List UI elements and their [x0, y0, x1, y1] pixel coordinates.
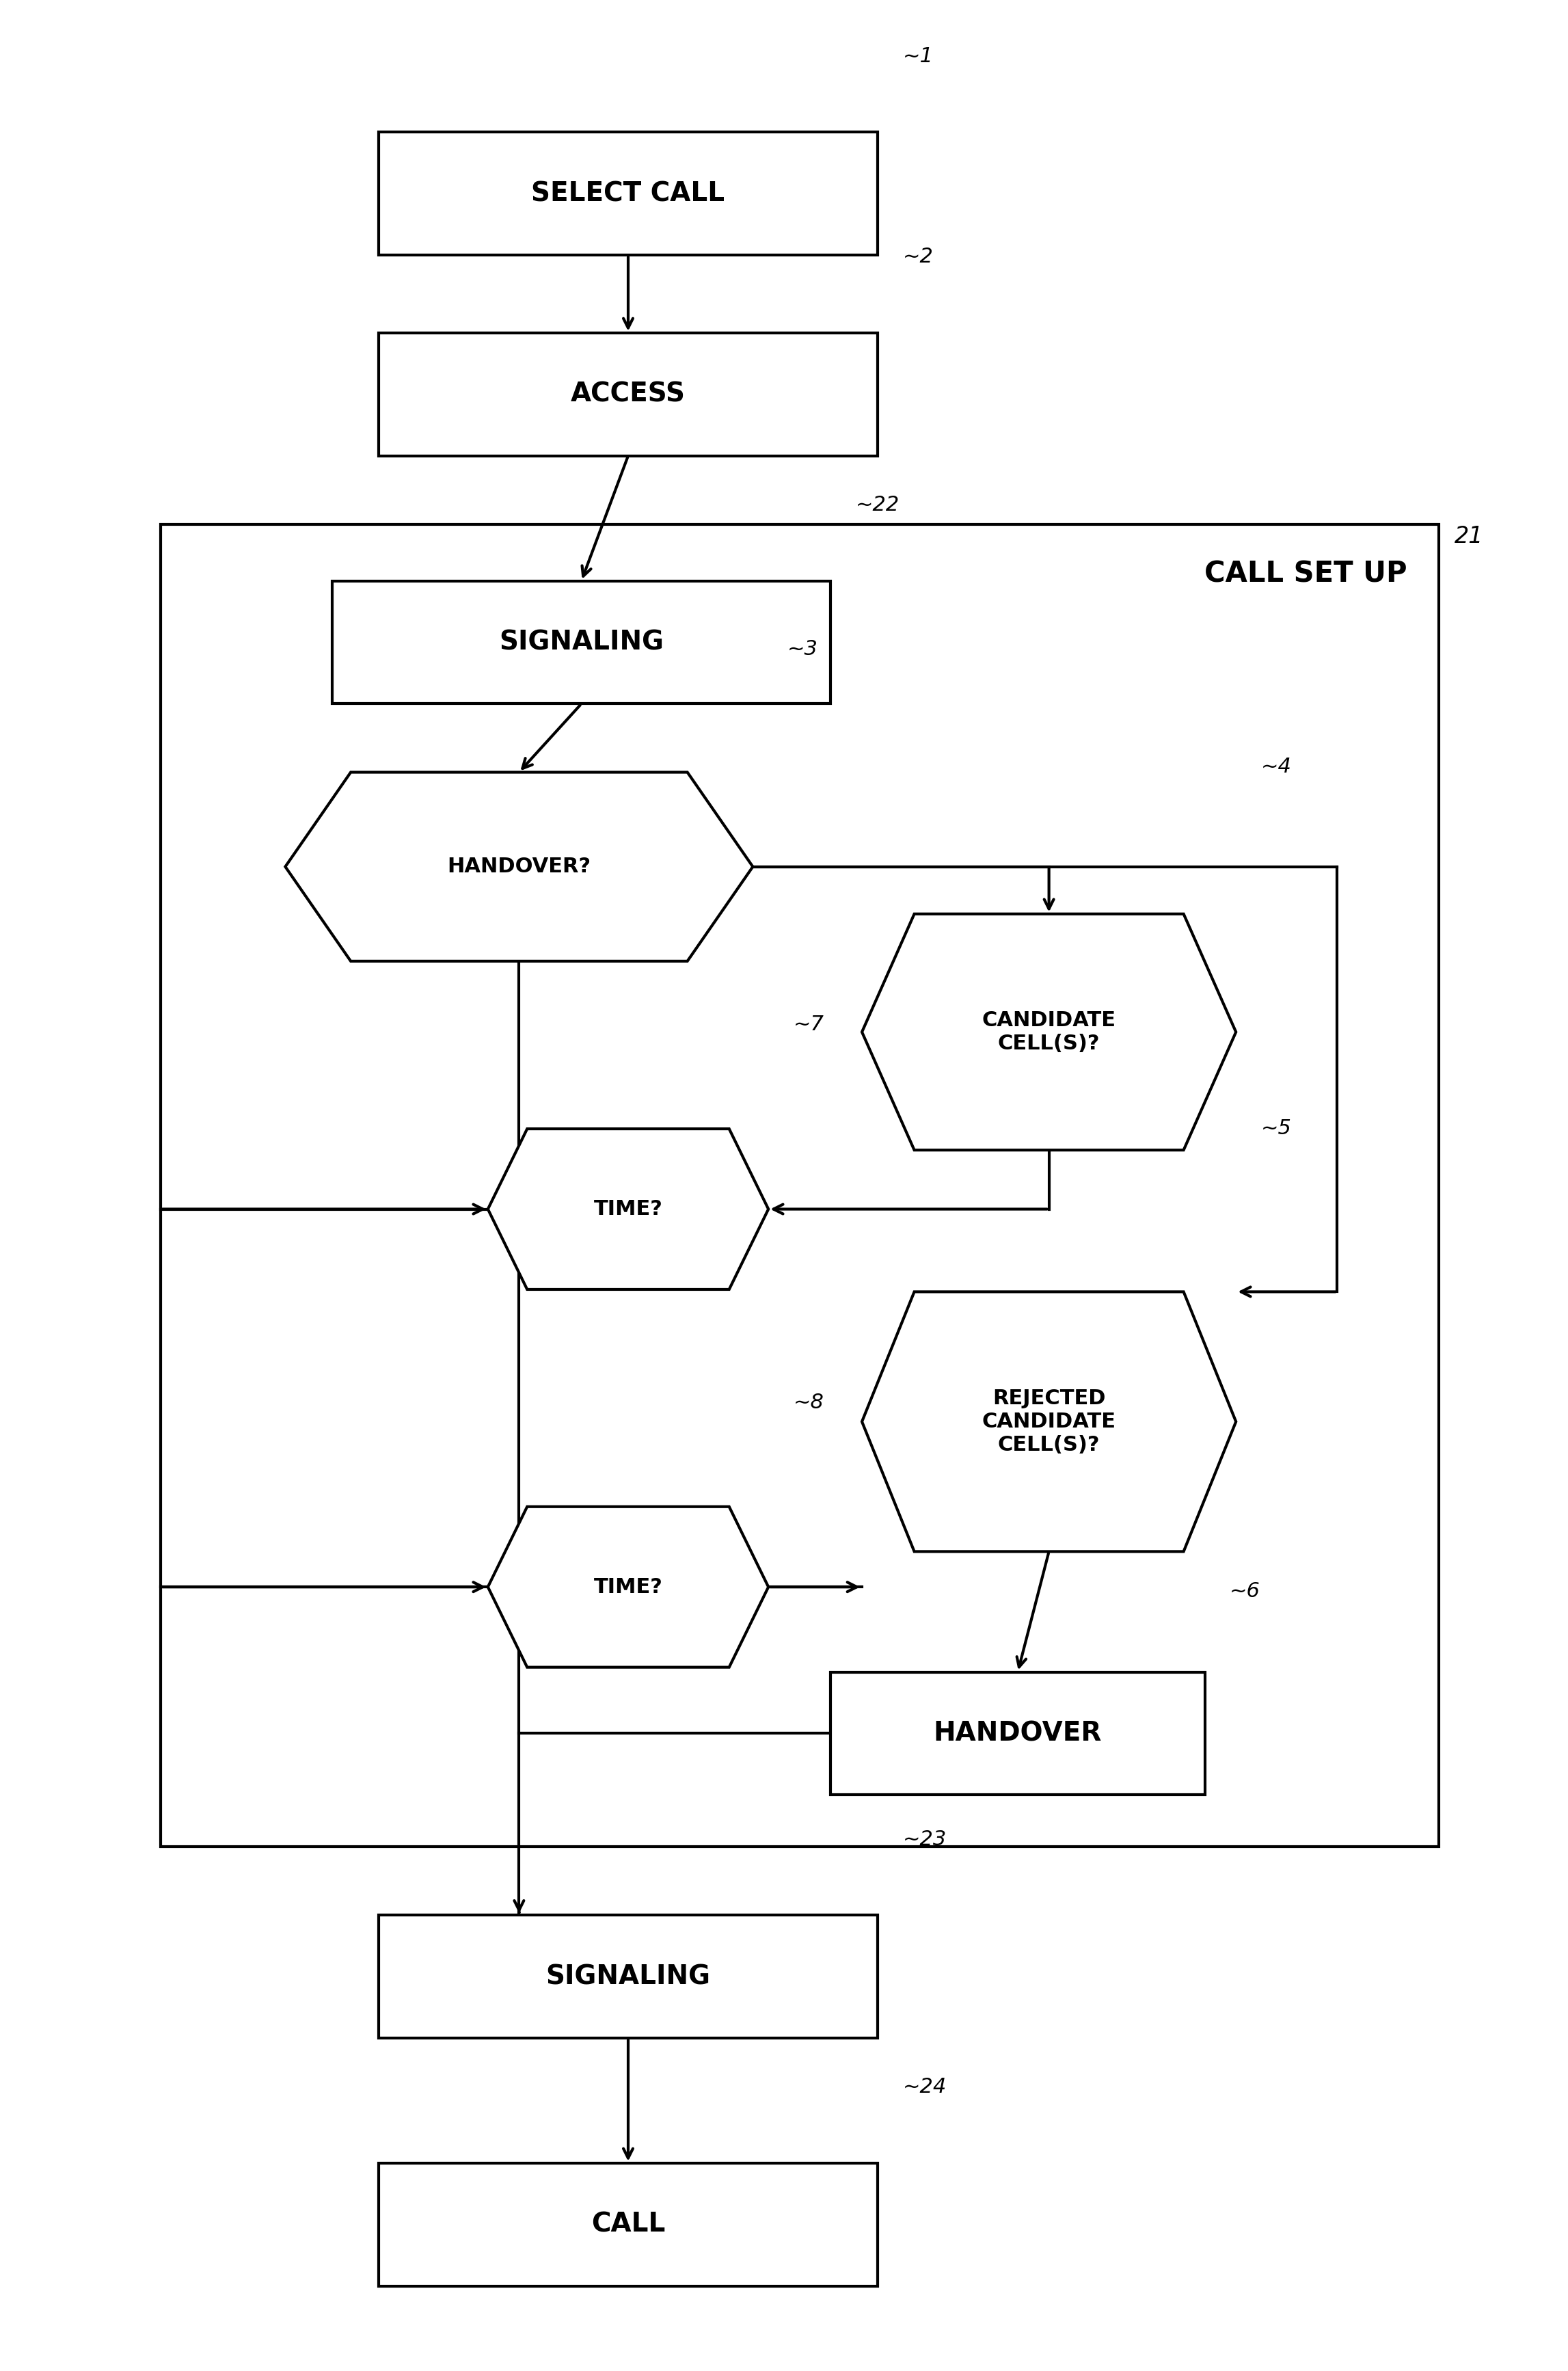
- Text: ~24: ~24: [903, 2077, 947, 2096]
- Text: ~7: ~7: [793, 1015, 825, 1034]
- Bar: [379, 133, 878, 256]
- Text: SIGNALING: SIGNALING: [546, 1963, 710, 1989]
- Text: 21: 21: [1454, 526, 1483, 548]
- Text: ~23: ~23: [903, 1830, 947, 1849]
- Bar: [332, 581, 831, 704]
- Polygon shape: [862, 913, 1236, 1150]
- Text: ~5: ~5: [1261, 1119, 1292, 1138]
- Text: CALL SET UP: CALL SET UP: [1204, 560, 1408, 588]
- Text: SIGNALING: SIGNALING: [499, 628, 663, 654]
- Bar: [379, 332, 878, 455]
- Bar: [160, 524, 1438, 1847]
- Polygon shape: [862, 1292, 1236, 1551]
- Text: TIME?: TIME?: [594, 1200, 663, 1219]
- Text: HANDOVER: HANDOVER: [933, 1721, 1102, 1747]
- Text: SELECT CALL: SELECT CALL: [532, 180, 724, 206]
- Polygon shape: [488, 1129, 768, 1290]
- Polygon shape: [285, 773, 753, 960]
- Text: ~8: ~8: [793, 1392, 825, 1413]
- Text: REJECTED
CANDIDATE
CELL(S)?: REJECTED CANDIDATE CELL(S)?: [982, 1389, 1116, 1453]
- Text: ~22: ~22: [856, 496, 900, 515]
- Text: CANDIDATE
CELL(S)?: CANDIDATE CELL(S)?: [982, 1010, 1116, 1053]
- Bar: [379, 1916, 878, 2039]
- Text: ~3: ~3: [787, 640, 818, 659]
- Text: ~1: ~1: [903, 47, 933, 66]
- Text: ~2: ~2: [903, 247, 933, 268]
- Bar: [831, 1672, 1204, 1795]
- Polygon shape: [488, 1506, 768, 1667]
- Text: CALL: CALL: [591, 2212, 665, 2238]
- Text: ~6: ~6: [1229, 1581, 1261, 1600]
- Text: TIME?: TIME?: [594, 1577, 663, 1598]
- Text: ACCESS: ACCESS: [571, 382, 685, 408]
- Bar: [379, 2162, 878, 2286]
- Text: HANDOVER?: HANDOVER?: [447, 856, 591, 877]
- Text: ~4: ~4: [1261, 756, 1292, 778]
